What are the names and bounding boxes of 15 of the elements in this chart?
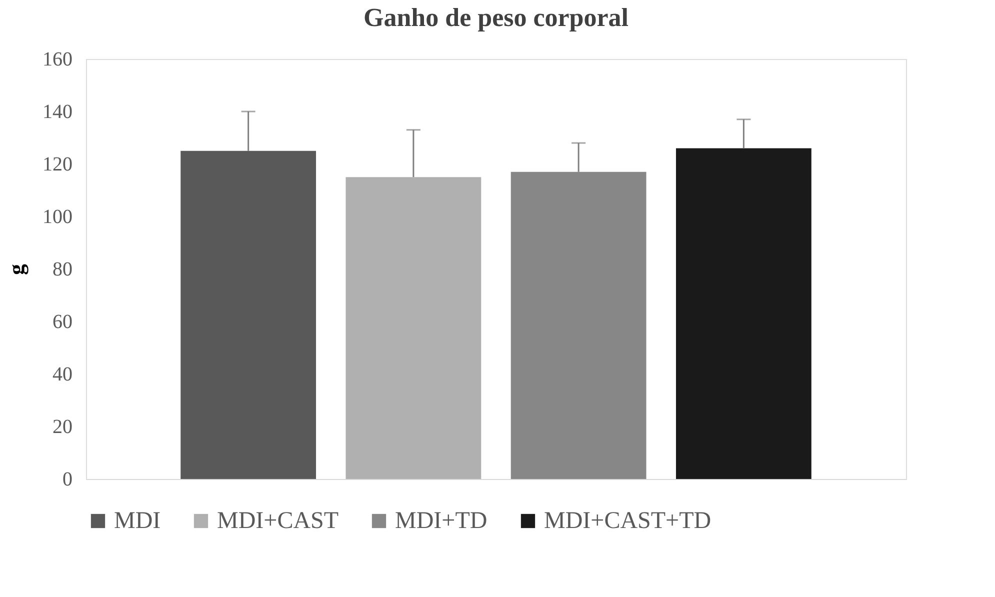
y-axis-title: g <box>4 264 28 275</box>
y-tick-label: 80 <box>52 258 72 280</box>
legend-label: MDI <box>114 508 161 534</box>
legend-label: MDI+CAST <box>217 508 339 534</box>
y-tick-label: 20 <box>52 416 72 438</box>
y-tick-label: 40 <box>52 364 72 386</box>
y-tick-label: 120 <box>42 154 72 176</box>
legend-label: MDI+CAST+TD <box>544 508 712 534</box>
y-tick-label: 140 <box>42 101 72 123</box>
y-tick-label: 160 <box>42 48 72 70</box>
y-tick-label: 100 <box>42 206 72 228</box>
chart-title: Ganho de peso corporal <box>363 3 629 32</box>
y-tick-label: 0 <box>62 468 72 490</box>
legend-label: MDI+TD <box>395 508 488 534</box>
y-tick-label: 60 <box>52 311 72 333</box>
